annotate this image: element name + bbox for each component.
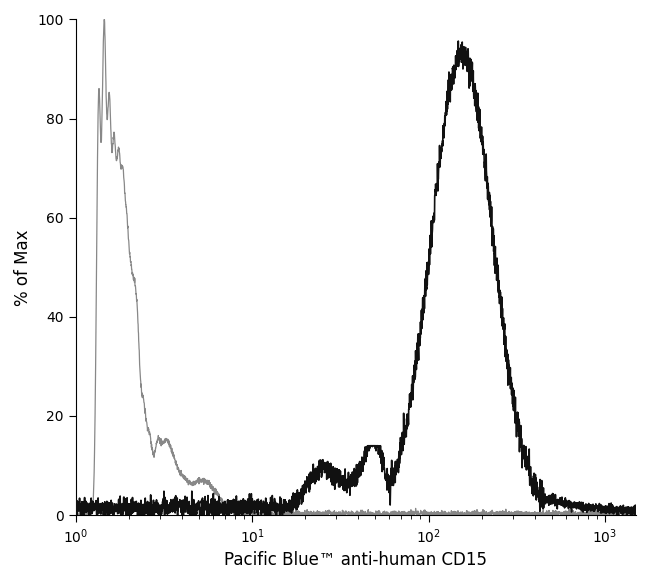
Y-axis label: % of Max: % of Max (14, 229, 32, 305)
X-axis label: Pacific Blue™ anti-human CD15: Pacific Blue™ anti-human CD15 (224, 551, 488, 569)
